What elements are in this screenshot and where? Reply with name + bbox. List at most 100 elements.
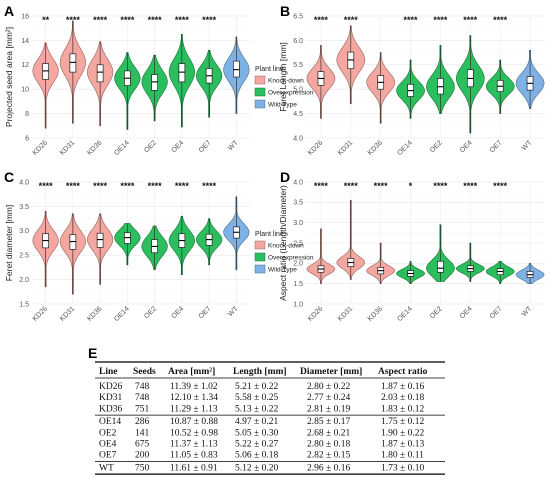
table-header-seeds: Seeds <box>133 367 156 377</box>
legend-swatch-wildtype <box>254 99 266 109</box>
table-cell: 2.85 ± 0.17 <box>307 417 350 427</box>
y-tick-label: 3.5 <box>19 204 29 211</box>
significance-label: ** <box>42 15 50 25</box>
table-header-line: Line <box>99 367 117 377</box>
x-tick-label: OE2 <box>143 305 158 320</box>
x-tick-label: OE2 <box>143 139 158 154</box>
significance-label: **** <box>314 15 329 25</box>
y-tick-label: 8 <box>25 111 29 118</box>
x-tick-label: OE14 <box>113 139 131 157</box>
table-cell: 2.82 ± 0.15 <box>307 451 350 461</box>
table-cell: OE7 <box>99 451 117 461</box>
x-tick-label: OE14 <box>113 305 131 323</box>
table-cell: 4.97 ± 0.21 <box>235 417 278 427</box>
panel-b: B 4.0 4.5 5.0 5.5 6.0 6.5 Feret Length [mm] ***… <box>278 3 545 157</box>
table-row: OE7 200 11.05 ± 0.83 5.06 ± 0.18 2.82 ± 0.15… <box>99 451 424 461</box>
legend-swatch-knockdown <box>254 75 266 85</box>
y-tick-label: 2.5 <box>19 253 29 260</box>
x-tick-label: OE14 <box>396 305 414 323</box>
table-header-length: Length [mm] <box>233 367 287 377</box>
table-row: WT 750 11.61 ± 0.91 5.12 ± 0.20 2.96 ± 0.16 1… <box>99 463 424 473</box>
significance-label: **** <box>66 15 81 25</box>
table-cell: 5.06 ± 0.18 <box>235 451 278 461</box>
x-tick-label: KD26 <box>307 305 324 322</box>
table-cell: 5.22 ± 0.27 <box>235 440 278 450</box>
x-tick-label: OE7 <box>198 305 213 320</box>
panel-c: C 1.5 2.0 2.5 3.0 3.5 4.0 Feret diameter [mm] *… <box>4 169 250 323</box>
table-cell: 2.77 ± 0.24 <box>307 393 350 403</box>
table-cell: 11.05 ± 0.83 <box>170 451 218 461</box>
table-cell: 748 <box>135 382 150 392</box>
significance-label: **** <box>148 181 163 191</box>
table-row: OE4 675 11.37 ± 1.13 5.22 ± 0.27 2.80 ± 0.18… <box>99 440 424 450</box>
legend-swatch-wildtype <box>254 264 266 274</box>
significance-label: **** <box>344 15 359 25</box>
significance-label: **** <box>433 15 448 25</box>
y-tick-label: 2.0 <box>293 261 303 268</box>
table-body: KD26 748 11.39 ± 1.02 5.21 ± 0.22 2.80 ± 0.2… <box>95 382 445 475</box>
x-tick-label: KD36 <box>367 305 384 322</box>
table-cell: 11.37 ± 1.13 <box>170 440 218 450</box>
y-axis-title: Projected seed area [mm²] <box>4 27 14 127</box>
y-tick-label: 6.0 <box>293 38 303 45</box>
box-kd26 <box>42 63 49 80</box>
significance-label: **** <box>433 181 448 191</box>
panel-label-c: C <box>4 169 14 185</box>
x-tick-label: OE4 <box>459 305 474 320</box>
y-tick-label: 6 <box>25 135 29 142</box>
significance-label: **** <box>374 181 389 191</box>
box-kd36 <box>96 232 104 248</box>
table-cell: 2.96 ± 0.16 <box>307 463 350 473</box>
table-cell: 750 <box>135 463 150 473</box>
significance-label: * <box>409 181 413 191</box>
table-cell: 11.61 ± 0.91 <box>170 463 218 473</box>
x-tick-label: OE2 <box>429 139 444 154</box>
y-tick-label: 12 <box>21 62 29 69</box>
x-tick-label: KD31 <box>59 305 76 322</box>
x-tick-label: WT <box>227 305 240 318</box>
significance-label: **** <box>404 15 419 25</box>
legend-plant-line-a: Plant line: Knock-down Overexpression Wi… <box>254 66 314 109</box>
table-cell: 2.80 ± 0.22 <box>307 382 350 392</box>
y-tick-label: 5.0 <box>293 87 303 94</box>
x-tick-label: KD36 <box>367 139 384 156</box>
box-kd31 <box>69 53 77 73</box>
y-tick-label: 14 <box>21 38 29 45</box>
table-cell: 1.75 ± 0.12 <box>381 417 424 427</box>
table-header-area: Area [mm²] <box>168 367 215 377</box>
significance-label: **** <box>463 181 478 191</box>
x-tick-label: KD26 <box>307 139 324 156</box>
panel-label-e: E <box>88 345 97 361</box>
x-tick-label: OE4 <box>170 139 185 154</box>
table-cell: 2.68 ± 0.21 <box>307 428 350 438</box>
y-tick-label: 3.0 <box>293 220 303 227</box>
table-cell: KD36 <box>99 404 122 414</box>
x-tick-label: KD31 <box>59 139 76 156</box>
x-tick-label: OE2 <box>429 305 444 320</box>
x-tick-label: KD36 <box>86 305 103 322</box>
legend-title: Plant line: <box>255 231 286 238</box>
table-cell: 1.73 ± 0.10 <box>381 463 424 473</box>
significance-label: **** <box>120 181 135 191</box>
y-axis-title: Feret Length [mm] <box>278 42 288 111</box>
box-kd36 <box>96 64 104 83</box>
table-cell: KD31 <box>99 393 122 403</box>
table-cell: 5.13 ± 0.22 <box>235 404 278 414</box>
table-cell: 2.80 ± 0.18 <box>307 440 350 450</box>
y-tick-label: 4.5 <box>293 111 303 118</box>
legend-item-knockdown: Knock-down <box>268 78 304 85</box>
table-cell: 5.58 ± 0.25 <box>235 393 278 403</box>
y-tick-label: 6.5 <box>293 13 303 20</box>
table-cell: 11.29 ± 1.13 <box>170 404 218 414</box>
x-tick-label: OE7 <box>489 139 504 154</box>
panel-label-d: D <box>280 169 290 185</box>
table-cell: 10.87 ± 0.88 <box>170 417 218 427</box>
box-oe2 <box>437 260 444 273</box>
y-tick-label: 1.5 <box>19 301 29 308</box>
table-row: KD26 748 11.39 ± 1.02 5.21 ± 0.22 2.80 ± 0.2… <box>99 382 424 392</box>
table-cell: 675 <box>135 440 150 450</box>
table-cell: 11.39 ± 1.02 <box>170 382 218 392</box>
panel-d: D 1.0 1.5 2.0 2.5 3.0 3.5 4.0 Aspect ratio (Len… <box>278 169 545 323</box>
table-cell: 1.87 ± 0.13 <box>381 440 424 450</box>
x-tick-label: KD31 <box>337 305 354 322</box>
